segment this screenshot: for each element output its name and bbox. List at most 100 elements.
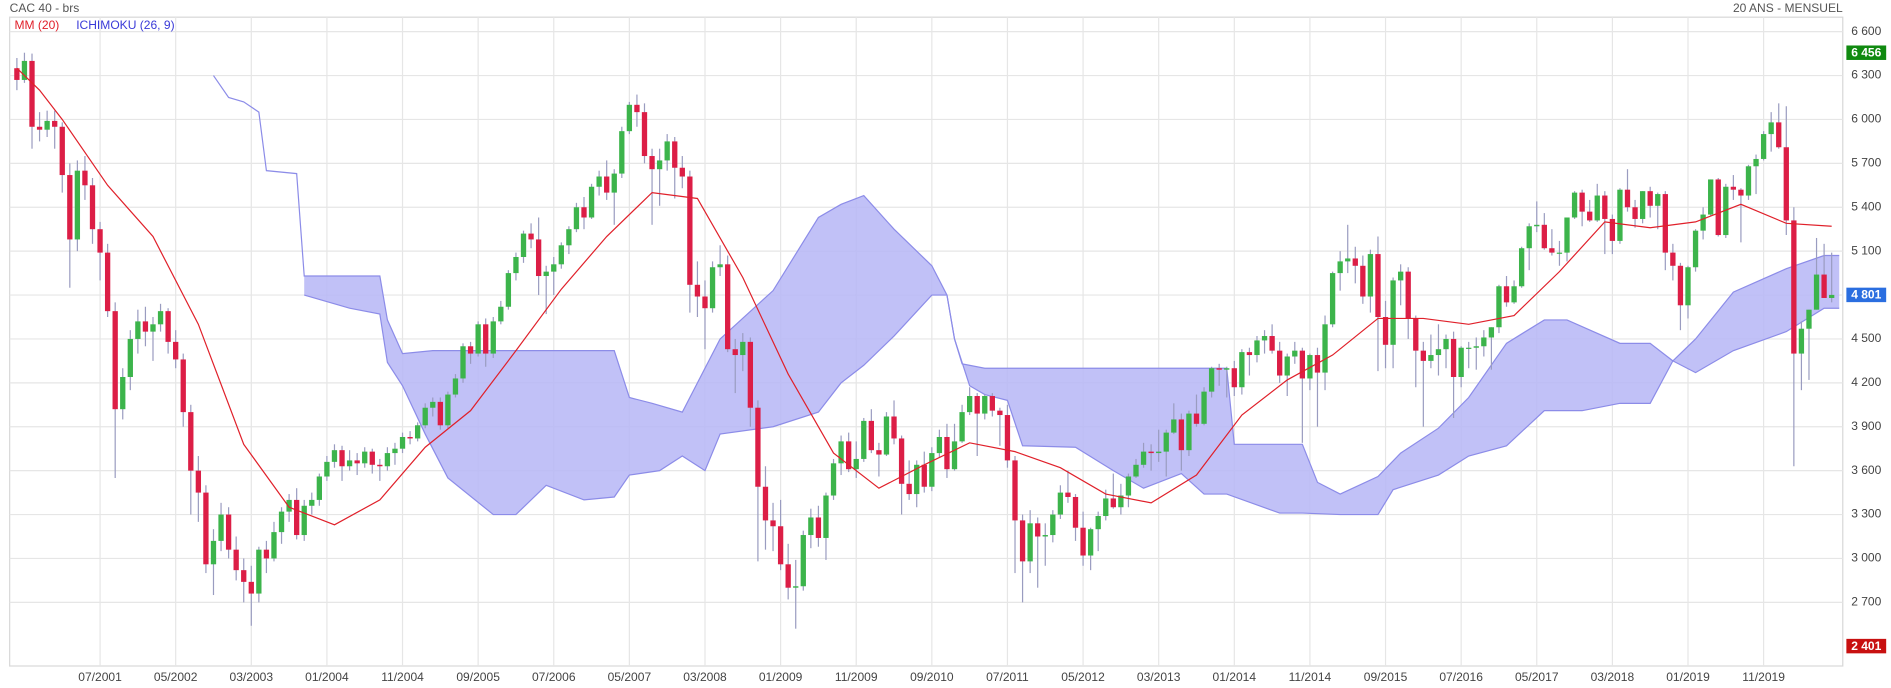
candle-body (498, 306, 504, 322)
candle-body (1140, 451, 1147, 465)
candle-body (1534, 224, 1540, 227)
candle-body (1110, 498, 1116, 508)
candle-body (1745, 166, 1752, 196)
y-tick-label: 3 300 (1851, 507, 1881, 521)
price-tag-label: 2 401 (1851, 639, 1881, 653)
candle-body (1329, 273, 1336, 325)
candle-body (1526, 226, 1532, 249)
legend-entry: ICHIMOKU (26, 9) (76, 18, 174, 32)
x-tick-label: 07/2011 (986, 670, 1029, 684)
candle-body (634, 104, 640, 113)
candle-body (762, 486, 769, 521)
candle-body (14, 68, 20, 80)
candle-body (1556, 252, 1563, 254)
candle-body (36, 126, 43, 130)
candle-body (1216, 368, 1222, 370)
x-tick-label: 05/2007 (608, 670, 652, 684)
candle-body (346, 460, 353, 467)
candle-body (1670, 252, 1676, 266)
candle-body (959, 412, 965, 442)
candle-body (1095, 516, 1101, 530)
candle-body (1760, 134, 1767, 159)
candle-body (1118, 495, 1124, 508)
candle-body (1012, 460, 1018, 521)
candle-body (67, 175, 73, 240)
candle-body (460, 346, 466, 379)
candle-body (422, 407, 428, 426)
candle-body (180, 359, 186, 413)
x-tick-label: 05/2017 (1515, 670, 1559, 684)
candle-body (1269, 336, 1275, 351)
candle-body (248, 581, 254, 594)
candle-body (656, 160, 663, 170)
candle-body (1488, 327, 1495, 338)
candle-body (1609, 218, 1616, 241)
candle-body (800, 535, 806, 587)
candle-body (1239, 352, 1245, 388)
candle-body (218, 514, 224, 541)
candle-body (1042, 535, 1048, 537)
candle-body (785, 564, 791, 588)
candle-body (604, 176, 610, 193)
candle-body (1178, 419, 1185, 451)
candle-body (725, 264, 731, 350)
x-tick-label: 09/2010 (910, 670, 954, 684)
candle-body (1435, 349, 1442, 356)
price-tag-label: 6 456 (1851, 46, 1881, 60)
candle-body (1466, 347, 1472, 349)
candle-body (898, 438, 905, 484)
candle-body (1511, 286, 1517, 303)
candle-body (354, 460, 360, 464)
candle-body (1186, 413, 1192, 451)
price-tag (1846, 287, 1887, 303)
candle-body (543, 271, 549, 277)
candle-body (1723, 186, 1729, 236)
candle-body (997, 410, 1003, 416)
candle-body (944, 436, 950, 470)
candle-body (256, 549, 262, 594)
candle-body (1738, 189, 1744, 196)
candle-body (558, 245, 564, 265)
candle-body (120, 376, 126, 410)
candle-body (142, 321, 149, 332)
candle-body (936, 436, 943, 454)
candle-body (861, 420, 867, 459)
candle-body (1171, 419, 1177, 433)
candle-body (1057, 492, 1064, 515)
candle-body (445, 394, 451, 426)
candle-body (331, 450, 338, 462)
candle-body (982, 396, 988, 414)
candle-body (1806, 309, 1812, 329)
chart-title: CAC 40 - brs (10, 1, 80, 15)
candle-body (1541, 224, 1547, 249)
y-tick-label: 3 000 (1851, 551, 1881, 565)
candle-body (52, 120, 58, 127)
candle-body (1337, 261, 1343, 274)
candle-body (1518, 248, 1525, 287)
candle-body (883, 416, 890, 455)
candle-body (1367, 254, 1374, 297)
candle-body (1080, 527, 1086, 556)
candle-body (475, 324, 481, 354)
ichimoku-cloud (304, 195, 1840, 515)
candle-body (377, 464, 383, 467)
x-tick-label: 05/2012 (1061, 670, 1105, 684)
candle-body (1496, 286, 1502, 328)
candle-body (747, 341, 754, 408)
candle-body (906, 483, 912, 495)
candle-body (641, 112, 648, 157)
candle-body (1360, 265, 1366, 297)
candle-body (135, 321, 141, 339)
candle-body (1708, 179, 1714, 215)
candle-body (173, 341, 179, 360)
candle-body (1277, 350, 1283, 376)
candle-body (1821, 274, 1827, 298)
x-tick-label: 05/2002 (154, 670, 198, 684)
candle-body (929, 453, 935, 487)
candle-body (1594, 195, 1600, 221)
candle-body (1829, 294, 1835, 298)
candle-body (316, 476, 323, 500)
candle-body (1768, 122, 1774, 135)
x-tick-label: 11/2009 (835, 670, 878, 684)
candle-body (165, 311, 171, 342)
